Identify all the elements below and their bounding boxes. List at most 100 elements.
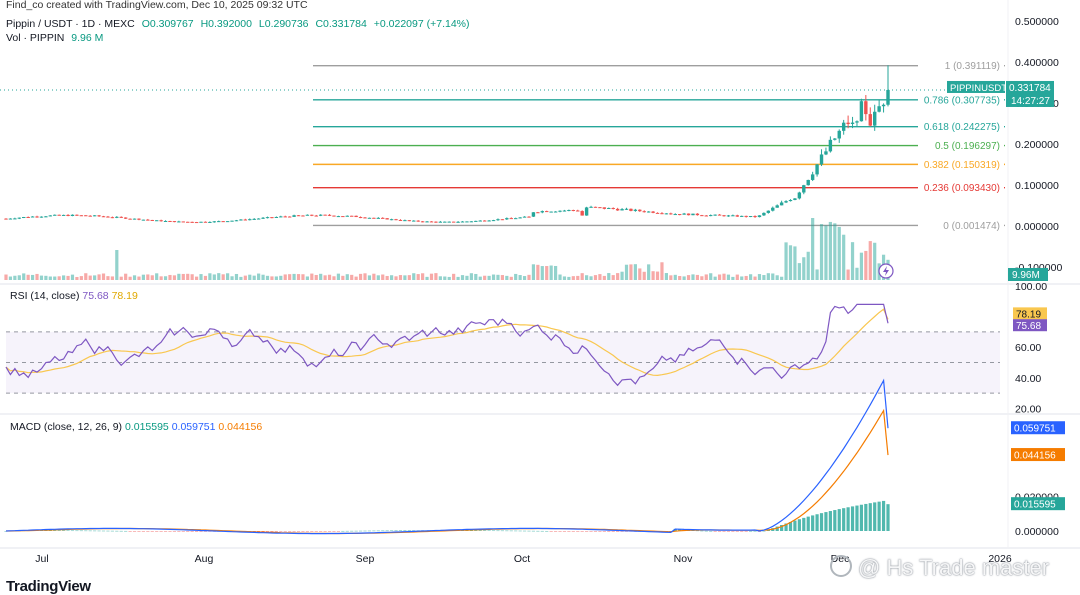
price-axis-tick: 0.500000 <box>1015 16 1059 28</box>
candle-body <box>451 221 456 223</box>
candle-body <box>775 205 779 208</box>
candle-body <box>141 219 146 221</box>
volume-bar <box>217 273 221 280</box>
candle-body <box>287 216 292 218</box>
volume-bar <box>372 273 376 280</box>
candle-body <box>593 206 598 208</box>
volume-bar <box>132 275 137 280</box>
low-value: L0.290736 <box>258 18 309 30</box>
candle-body <box>354 215 358 218</box>
volume-bar <box>496 274 500 280</box>
volume-bar <box>226 273 230 280</box>
macd-hist-bar <box>518 530 522 532</box>
candle-body <box>602 207 607 209</box>
candle-body <box>8 218 13 220</box>
macd-hist-bar <box>784 523 788 531</box>
volume-bar <box>522 276 527 280</box>
macd-hist-bar <box>576 531 580 532</box>
macd-hist-bar <box>522 530 527 532</box>
macd-hist-bar <box>341 530 345 532</box>
macd-tag: 0.059751 <box>1014 424 1056 435</box>
candle-body <box>270 217 274 219</box>
candle-body <box>123 217 128 219</box>
macd-hist-value: 0.015595 <box>124 421 169 433</box>
volume-bar <box>500 275 505 280</box>
candle-body <box>513 218 518 220</box>
candle-body <box>97 215 101 217</box>
macd-hist-bar <box>203 531 208 532</box>
price-legend: Pippin / USDT · 1D · MEXC O0.309767 H0.3… <box>6 18 474 30</box>
symbol-title[interactable]: Pippin / USDT · 1D · MEXC <box>6 18 135 30</box>
candle-body <box>305 214 310 216</box>
volume-label[interactable]: Vol · PIPPIN <box>6 32 65 44</box>
volume-bar <box>819 224 824 280</box>
volume-bar <box>336 273 341 280</box>
macd-hist-bar <box>496 530 500 532</box>
candle-body <box>682 213 686 215</box>
candle-body <box>420 221 425 223</box>
candle-body <box>248 219 252 221</box>
fib-label-bg <box>918 158 1004 171</box>
watermark-text: Hs Trade master <box>886 555 1050 580</box>
macd-hist-bar <box>301 531 305 532</box>
macd-hist-bar <box>540 530 544 532</box>
macd-hist-bar <box>172 531 177 532</box>
volume-bar <box>314 274 318 280</box>
volume-bar <box>695 274 700 280</box>
candle-body <box>527 216 531 218</box>
candle-body <box>624 208 629 210</box>
candle-body <box>66 214 70 217</box>
symbol-tag: PIPPINUSDT <box>950 83 1007 94</box>
macd-hist-bar <box>310 531 314 532</box>
candle-body <box>194 222 199 224</box>
macd-hist-bar <box>793 520 797 531</box>
candle-body <box>17 217 21 219</box>
rsi-label[interactable]: RSI (14, close) <box>10 290 80 302</box>
candle-body <box>239 219 243 221</box>
volume-bar <box>8 276 13 280</box>
volume-bar <box>190 274 194 280</box>
candle-body <box>350 215 354 217</box>
macd-hist-bar <box>66 530 70 531</box>
candle-body <box>802 185 806 193</box>
volume-bar <box>749 274 753 280</box>
candle-body <box>677 214 682 216</box>
candle-body <box>168 220 172 222</box>
volume-bar <box>261 274 265 280</box>
candle-body <box>664 213 669 215</box>
volume-bar <box>775 275 779 280</box>
macd-label[interactable]: MACD (close, 12, 26, 9) <box>10 421 123 433</box>
candle-body <box>558 210 562 212</box>
volume-bar <box>797 263 801 280</box>
time-axis-tick: Aug <box>195 553 214 565</box>
macd-hist-bar <box>731 531 735 532</box>
volume-bar <box>873 242 877 280</box>
candle-body <box>505 218 509 220</box>
candle-body <box>92 215 97 217</box>
volume-bar <box>474 273 478 280</box>
volume-bar <box>842 234 846 280</box>
macd-hist-bar <box>881 500 886 531</box>
volume-bar <box>301 274 305 280</box>
volume-bar <box>740 276 744 280</box>
candle-body <box>341 216 345 218</box>
volume-bar <box>310 273 314 280</box>
macd-hist-bar <box>788 522 793 531</box>
watermark: @ Hs Trade master <box>830 555 1049 581</box>
volume-bar <box>199 274 203 280</box>
candle-body <box>154 220 159 222</box>
volume-bar <box>580 273 584 280</box>
volume-bar <box>53 276 57 280</box>
volume-bar <box>394 276 398 280</box>
volume-bar <box>616 273 620 280</box>
candle-body <box>788 199 793 202</box>
volume-bar <box>602 275 606 280</box>
candle-body <box>873 111 877 126</box>
macd-tag-bg <box>1011 421 1065 435</box>
macd-hist-bar <box>48 530 52 531</box>
volume-bar <box>509 276 513 280</box>
volume-bar <box>815 269 819 280</box>
volume-bar <box>598 274 602 280</box>
volume-bar <box>673 274 677 280</box>
macd-hist-bar <box>607 531 611 532</box>
